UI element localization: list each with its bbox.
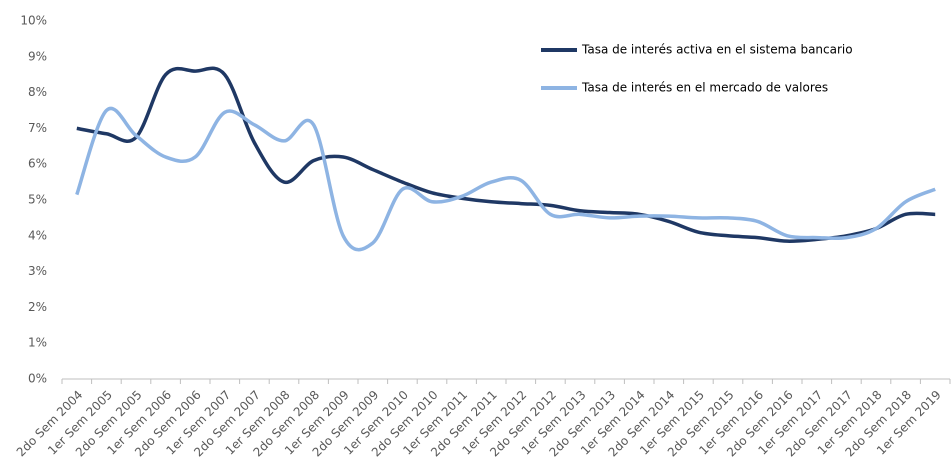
y-tick-label: 1% [28, 336, 47, 350]
y-tick-label: 10% [20, 14, 47, 28]
series-line [76, 66, 936, 243]
legend-label: Tasa de interés en el mercado de valores [581, 81, 828, 95]
y-tick-label: 5% [28, 193, 47, 207]
y-tick-label: 9% [28, 49, 47, 63]
y-tick-label: 3% [28, 264, 47, 278]
y-tick-label: 8% [28, 85, 47, 99]
y-tick-label: 6% [28, 157, 47, 171]
y-tick-label: 4% [28, 228, 47, 242]
series-line [75, 106, 936, 252]
y-tick-label: 0% [28, 372, 47, 386]
y-tick-label: 2% [28, 300, 47, 314]
y-tick-label: 7% [28, 121, 47, 135]
legend-label: Tasa de interés activa en el sistema ban… [581, 43, 853, 57]
